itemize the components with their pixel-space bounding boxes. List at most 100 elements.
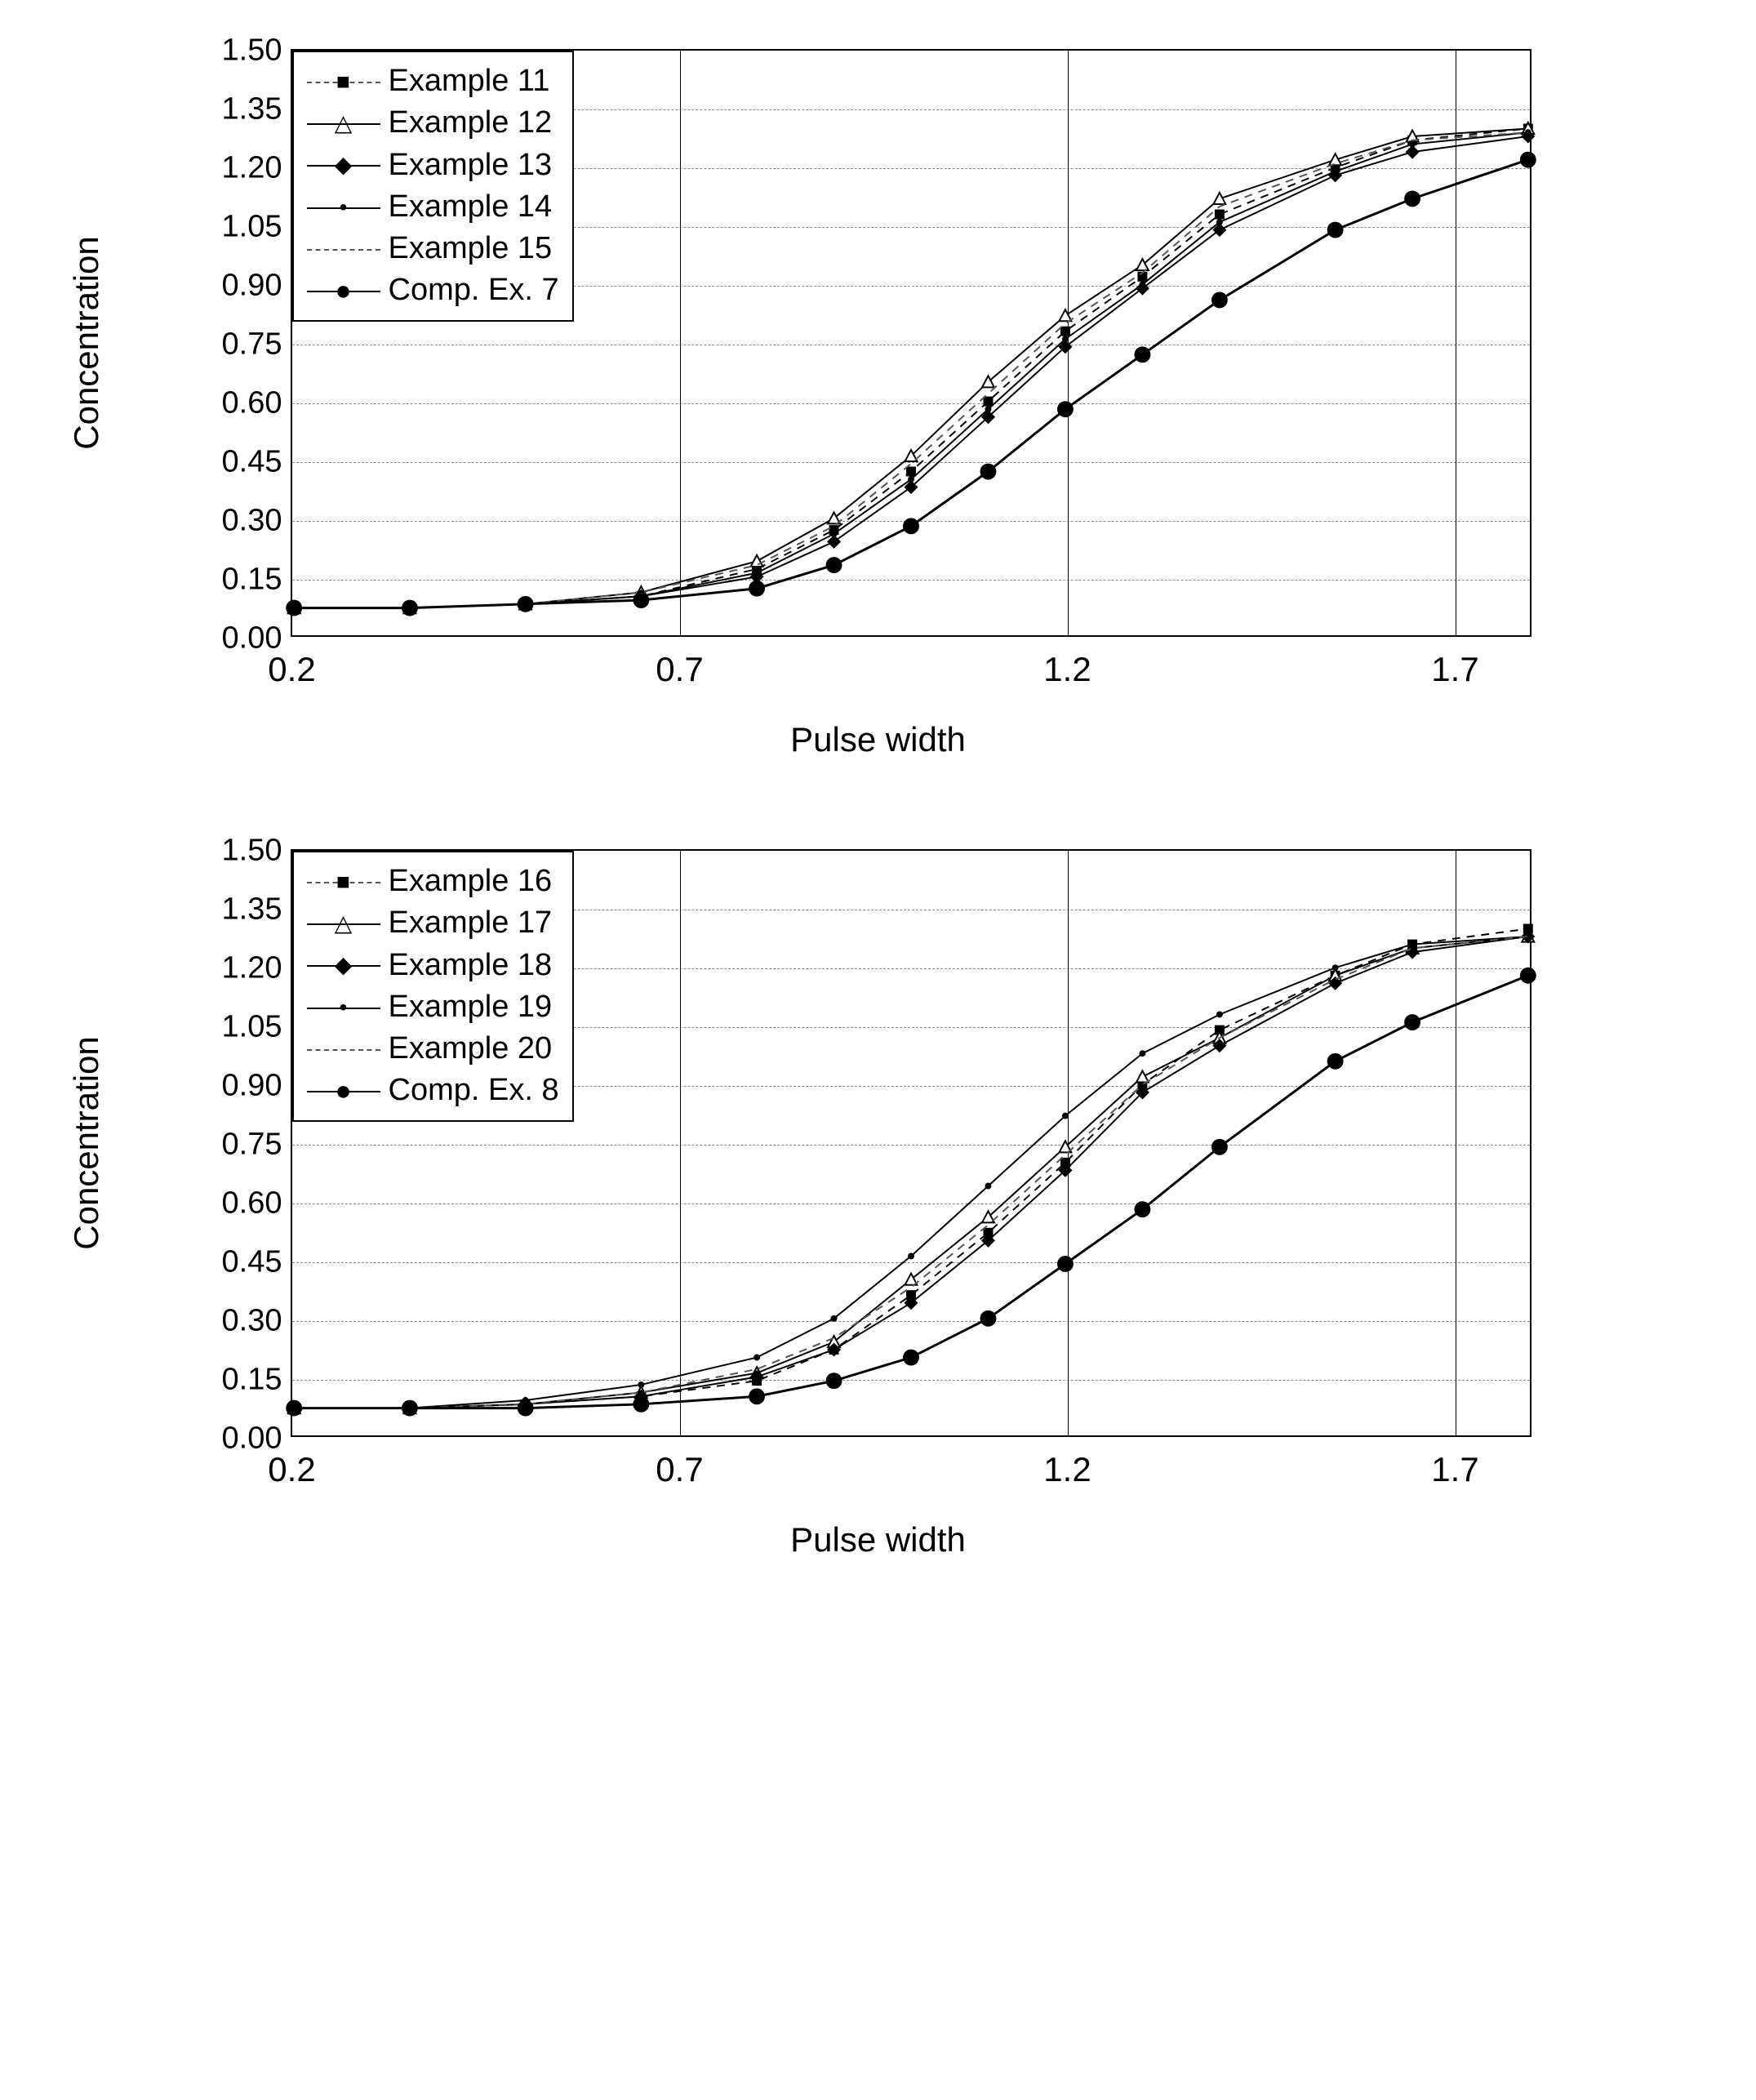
series-marker [903,518,919,534]
legend-marker-icon: ● [307,1079,380,1103]
series-marker [908,476,914,483]
series-marker [1331,964,1338,971]
series-marker [1060,327,1069,336]
series-marker [985,406,991,412]
y-tick-label: 0.90 [222,1069,282,1104]
series-marker [903,1350,919,1366]
x-tick-label: 0.7 [656,650,703,689]
x-tick-label: 1.2 [1043,650,1091,689]
legend-label: Example 11 [389,60,550,102]
legend-label: Example 19 [389,986,553,1028]
y-tick-label: 0.75 [222,327,282,363]
series-marker [401,600,417,616]
x-axis-label: Pulse width [790,1520,966,1559]
series-marker [633,1396,649,1413]
series-marker [750,555,762,567]
legend-label: Example 16 [389,861,553,902]
chart-figure-1: (Figure 1) Concentration ■Example 11△Exa… [144,49,1613,637]
legend-marker-icon: ● [307,278,380,303]
y-tick-label: 0.75 [222,1128,282,1163]
legend-marker-icon: △ [307,111,380,136]
legend-label: Example 15 [389,228,553,269]
series-marker [1211,292,1227,309]
y-axis-label: Concentration [67,1036,106,1250]
y-tick-label: 1.50 [222,33,282,69]
y-tick-label: 0.60 [222,1186,282,1221]
legend-label: Example 20 [389,1028,553,1070]
legend: ■Example 16△Example 17◆Example 18 • Exampl… [292,851,574,1122]
series-marker [1061,336,1068,342]
series-marker [1057,1256,1074,1272]
series-marker [1327,1053,1343,1070]
series-marker [1216,1012,1222,1018]
series-marker [754,570,760,576]
series-marker [980,1310,996,1327]
series-marker [1329,153,1341,165]
series-marker [1136,1070,1148,1082]
series-marker [286,600,302,616]
x-tick-label: 0.2 [268,650,315,689]
legend: ■Example 11△Example 12◆Example 13•Exampl… [292,51,574,322]
series-marker [1409,941,1416,948]
series-marker [1139,1050,1145,1057]
plot-area: ■Example 11△Example 12◆Example 13•Exampl… [291,49,1531,637]
legend-item: △Example 17 [307,902,559,944]
series-marker [1214,210,1224,220]
series-marker [1404,190,1420,207]
x-tick-label: 0.2 [268,1450,315,1489]
series-marker [749,1388,765,1404]
series-marker [517,1400,533,1417]
series-marker [825,1373,842,1389]
legend-marker-icon [307,1037,380,1061]
y-tick-label: 1.20 [222,951,282,986]
legend-item: ■ Example 11 [307,60,559,102]
legend-marker-icon: • [307,195,380,220]
y-axis-label: Concentration [67,236,106,450]
legend-item: ■Example 16 [307,861,559,902]
y-tick-label: 1.05 [222,210,282,245]
series-marker [825,557,842,573]
legend-marker-icon: • [307,995,380,1020]
series-marker [401,1400,417,1417]
legend-label: Example 17 [389,902,553,944]
x-tick-label: 1.2 [1043,1450,1091,1489]
series-marker [1059,309,1071,321]
series-marker [1519,152,1536,168]
legend-label: Example 18 [389,945,553,986]
y-tick-label: 1.35 [222,92,282,127]
series-marker [286,1400,302,1417]
legend-item: ◆Example 18 [307,945,559,986]
y-tick-label: 1.50 [222,834,282,869]
y-tick-label: 0.90 [222,269,282,304]
x-tick-label: 1.7 [1431,1450,1478,1489]
legend-item: ●Comp. Ex. 7 [307,269,559,311]
series-marker [830,1315,837,1322]
y-tick-label: 0.15 [222,563,282,598]
series-marker [1327,222,1343,238]
legend-marker-icon: ■ [307,69,380,94]
y-tick-label: 0.60 [222,386,282,421]
series-marker [749,581,765,597]
y-tick-label: 0.45 [222,1245,282,1280]
legend-marker-icon [307,237,380,261]
chart-figure-2: (Figure 2) Concentration ■Example 16△Exa… [144,849,1613,1437]
series-marker [1216,219,1222,225]
series-marker [1211,1139,1227,1155]
y-tick-label: 0.45 [222,445,282,480]
series-marker [1519,968,1536,984]
series-marker [1139,281,1145,287]
series-marker [908,1252,914,1259]
legend-label: Example 12 [389,102,553,144]
x-tick-label: 1.7 [1431,650,1478,689]
legend-item: Example 15 [307,228,559,269]
series-marker [1134,346,1150,363]
legend-item: ●Comp. Ex. 8 [307,1070,559,1111]
series-marker [1057,401,1074,417]
series-marker [517,596,533,612]
legend-item: •Example 14 [307,186,559,228]
legend-item: Example 20 [307,1028,559,1070]
legend-item: • Example 19 [307,986,559,1028]
plot-area: ■Example 16△Example 17◆Example 18 • Exampl… [291,849,1531,1437]
series-marker [1409,141,1416,148]
series-marker [638,1381,644,1388]
